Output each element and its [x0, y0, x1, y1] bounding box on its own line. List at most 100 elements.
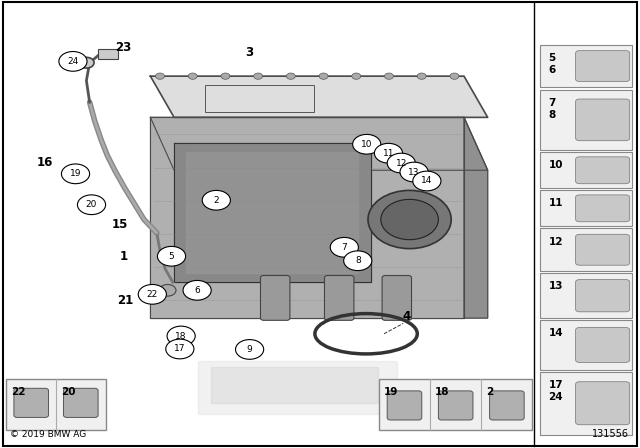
- Text: 12: 12: [548, 237, 563, 246]
- FancyBboxPatch shape: [540, 45, 632, 87]
- Circle shape: [387, 153, 415, 173]
- Text: 131556: 131556: [591, 429, 628, 439]
- FancyBboxPatch shape: [260, 276, 290, 320]
- Text: 22: 22: [12, 387, 26, 396]
- FancyBboxPatch shape: [575, 382, 630, 425]
- Text: 12: 12: [396, 159, 407, 168]
- Text: 2: 2: [214, 196, 219, 205]
- Text: 15: 15: [112, 218, 129, 232]
- FancyBboxPatch shape: [575, 51, 630, 82]
- Text: 10: 10: [361, 140, 372, 149]
- Polygon shape: [150, 117, 488, 170]
- Circle shape: [167, 326, 195, 346]
- Circle shape: [368, 190, 451, 249]
- Text: 7: 7: [548, 98, 556, 108]
- Circle shape: [183, 280, 211, 300]
- Text: 17: 17: [548, 380, 563, 390]
- Polygon shape: [186, 152, 358, 273]
- FancyBboxPatch shape: [3, 2, 637, 446]
- FancyBboxPatch shape: [387, 391, 422, 420]
- FancyBboxPatch shape: [575, 99, 630, 141]
- FancyBboxPatch shape: [540, 372, 632, 435]
- Text: 18: 18: [435, 387, 450, 396]
- Circle shape: [61, 164, 90, 184]
- Circle shape: [159, 284, 176, 296]
- Circle shape: [381, 199, 438, 240]
- Text: 13: 13: [548, 281, 563, 291]
- Text: 11: 11: [548, 198, 563, 208]
- Text: 17: 17: [174, 345, 186, 353]
- Text: 2: 2: [486, 387, 493, 396]
- FancyBboxPatch shape: [575, 157, 630, 184]
- Circle shape: [236, 340, 264, 359]
- Circle shape: [400, 162, 428, 182]
- Circle shape: [59, 52, 87, 71]
- Text: 19: 19: [384, 387, 398, 396]
- FancyBboxPatch shape: [540, 190, 632, 226]
- Circle shape: [166, 339, 194, 359]
- Polygon shape: [150, 76, 488, 117]
- Circle shape: [286, 73, 295, 79]
- Text: 24: 24: [548, 392, 563, 402]
- FancyBboxPatch shape: [438, 391, 473, 420]
- Text: 16: 16: [36, 155, 53, 169]
- Circle shape: [221, 73, 230, 79]
- Text: 18: 18: [175, 332, 187, 340]
- Text: 14: 14: [421, 177, 433, 185]
- Circle shape: [413, 171, 441, 191]
- Text: 22: 22: [147, 290, 158, 299]
- FancyBboxPatch shape: [575, 195, 630, 222]
- FancyBboxPatch shape: [540, 320, 632, 370]
- Circle shape: [156, 73, 164, 79]
- Polygon shape: [464, 117, 488, 318]
- FancyBboxPatch shape: [540, 90, 632, 150]
- Text: 20: 20: [86, 200, 97, 209]
- FancyBboxPatch shape: [98, 49, 118, 59]
- Text: 11: 11: [383, 149, 394, 158]
- Text: 5: 5: [169, 252, 174, 261]
- Circle shape: [319, 73, 328, 79]
- FancyBboxPatch shape: [379, 379, 532, 430]
- FancyBboxPatch shape: [14, 388, 49, 418]
- Polygon shape: [150, 117, 464, 318]
- FancyBboxPatch shape: [6, 379, 106, 430]
- Text: © 2019 BMW AG: © 2019 BMW AG: [10, 430, 86, 439]
- Text: 7: 7: [342, 243, 347, 252]
- Circle shape: [344, 251, 372, 271]
- Text: 20: 20: [61, 387, 76, 396]
- FancyBboxPatch shape: [575, 327, 630, 362]
- Circle shape: [385, 73, 394, 79]
- FancyBboxPatch shape: [540, 152, 632, 188]
- Circle shape: [352, 73, 361, 79]
- FancyBboxPatch shape: [382, 276, 412, 320]
- FancyBboxPatch shape: [575, 234, 630, 265]
- FancyBboxPatch shape: [490, 391, 524, 420]
- Polygon shape: [211, 367, 378, 403]
- Circle shape: [157, 246, 186, 266]
- Text: 6: 6: [195, 286, 200, 295]
- Text: 23: 23: [115, 41, 131, 55]
- Circle shape: [202, 190, 230, 210]
- FancyBboxPatch shape: [540, 228, 632, 271]
- Text: 9: 9: [247, 345, 252, 354]
- FancyBboxPatch shape: [575, 280, 630, 312]
- FancyBboxPatch shape: [540, 273, 632, 318]
- Text: 21: 21: [116, 293, 133, 307]
- Circle shape: [417, 73, 426, 79]
- Circle shape: [77, 195, 106, 215]
- Circle shape: [253, 73, 262, 79]
- Text: 8: 8: [355, 256, 360, 265]
- Circle shape: [353, 134, 381, 154]
- Text: 5: 5: [548, 53, 556, 63]
- Circle shape: [374, 143, 403, 163]
- Text: 10: 10: [548, 160, 563, 170]
- Text: 3: 3: [246, 46, 253, 60]
- Text: 13: 13: [408, 168, 420, 177]
- Text: 6: 6: [548, 65, 556, 75]
- Circle shape: [138, 284, 166, 304]
- Circle shape: [450, 73, 459, 79]
- FancyBboxPatch shape: [324, 276, 354, 320]
- Circle shape: [79, 57, 94, 68]
- Text: 8: 8: [548, 110, 556, 120]
- Polygon shape: [198, 361, 397, 414]
